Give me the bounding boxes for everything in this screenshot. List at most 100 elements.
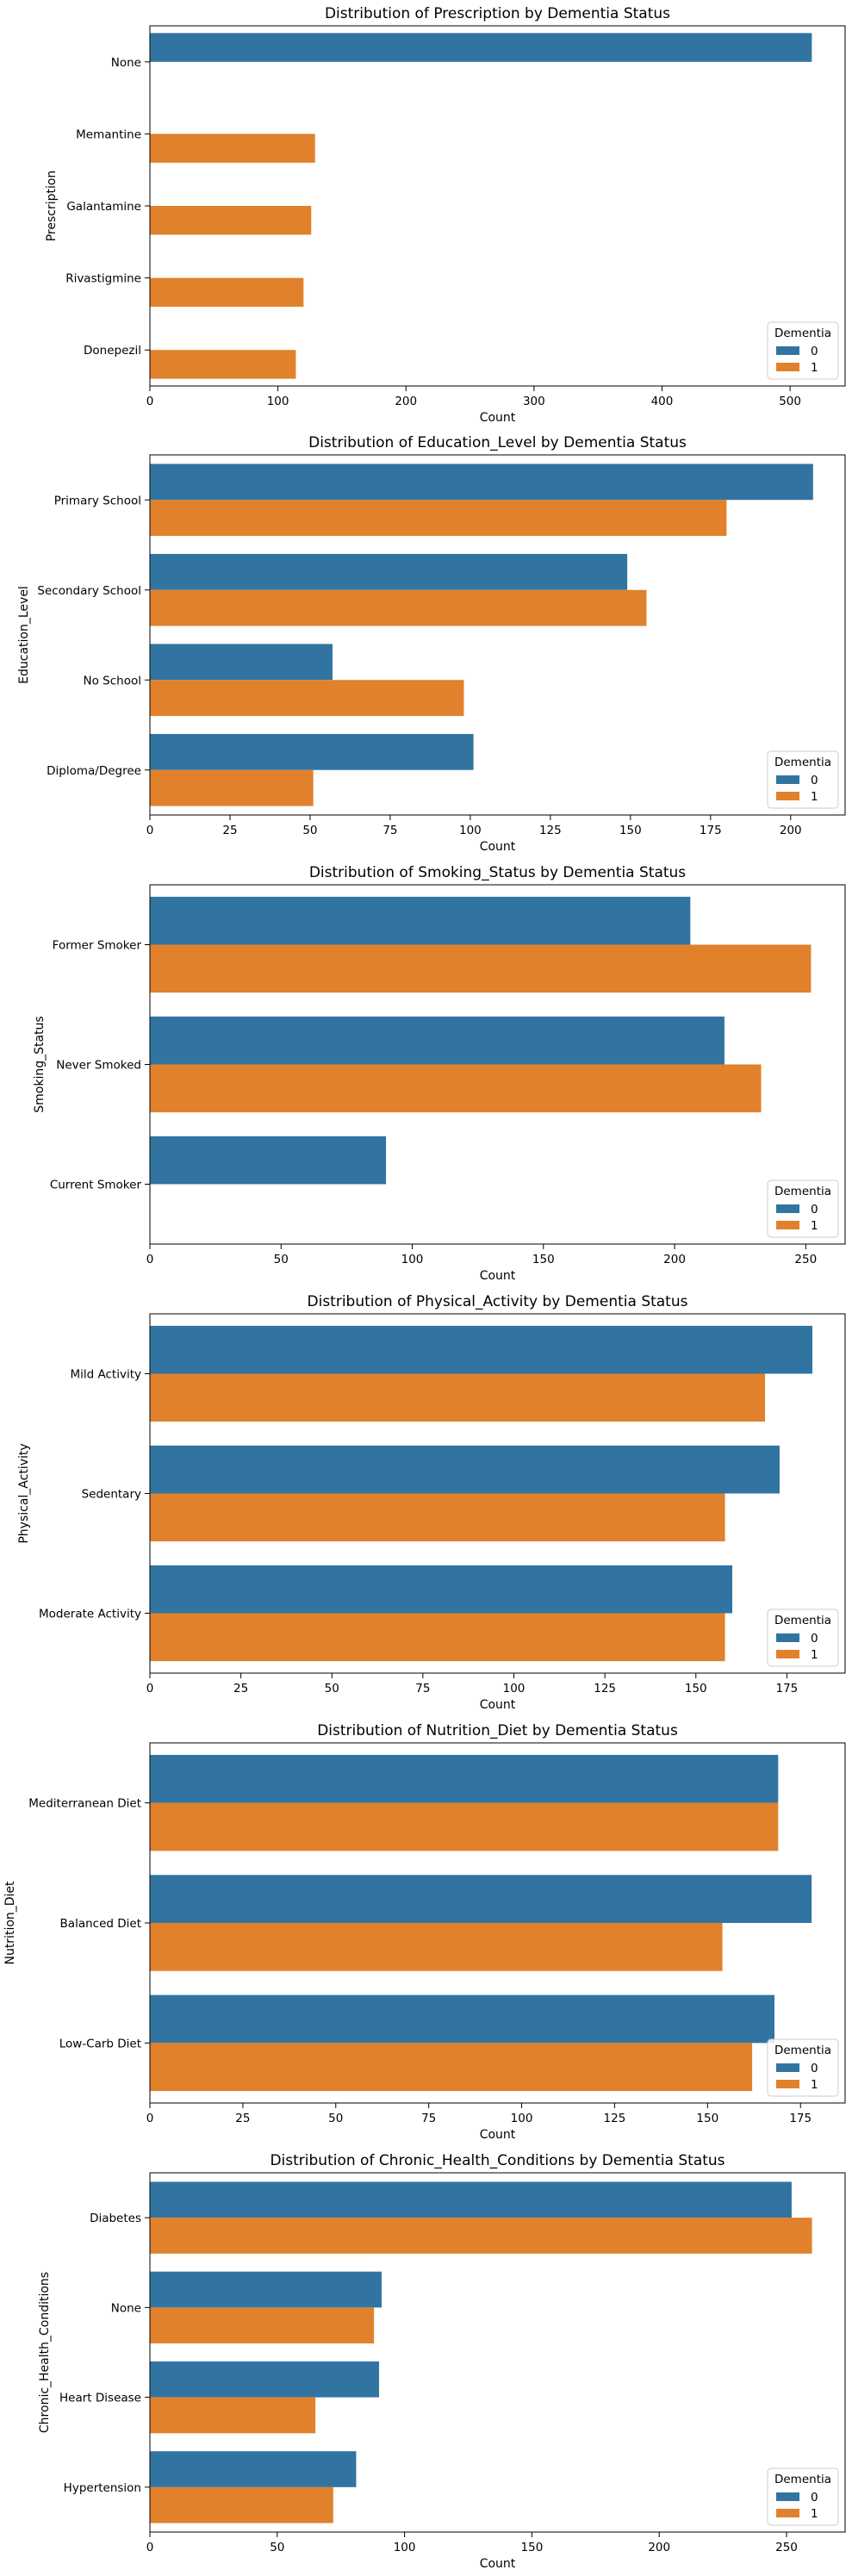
bar-series-0-2 <box>150 2361 380 2398</box>
y-tick-label: None <box>111 2301 141 2315</box>
plot-frame <box>149 2172 846 2533</box>
x-axis-label: Count <box>480 2557 516 2571</box>
x-tick-label: 100 <box>503 1682 526 1696</box>
bar-series-1-0 <box>150 944 812 993</box>
bar-series-1-3 <box>150 769 314 806</box>
x-tick-label: 100 <box>511 2112 533 2125</box>
legend-swatch-1 <box>776 1221 799 1229</box>
bar-series-0-2 <box>150 1565 733 1614</box>
bar-series-0-0 <box>150 1325 812 1374</box>
legend-swatch-1 <box>776 2509 799 2517</box>
x-tick-label: 150 <box>619 824 642 837</box>
legend-title: Dementia <box>774 1614 831 1627</box>
y-axis-label: Chronic_Health_Conditions <box>38 2272 52 2433</box>
y-tick-label: Galantamine <box>66 200 141 214</box>
legend-title: Dementia <box>774 1185 831 1198</box>
plot-frame <box>149 454 846 816</box>
legend-swatch-1 <box>776 792 799 800</box>
bar-series-1-1 <box>150 1923 723 1971</box>
y-tick-label: Mediterranean Diet <box>28 1797 141 1811</box>
x-tick-label: 25 <box>235 2112 250 2125</box>
x-tick-label: 75 <box>421 2112 436 2125</box>
x-tick-label: 175 <box>776 1682 799 1696</box>
legend-title: Dementia <box>774 756 831 769</box>
y-tick-label: Rivastigmine <box>65 272 141 286</box>
x-tick-label: 250 <box>794 1253 817 1266</box>
x-tick-label: 125 <box>594 1682 616 1696</box>
x-axis-label: Count <box>480 840 516 854</box>
x-axis-label: Count <box>480 1269 516 1283</box>
bar-series-0-2 <box>150 1994 775 2044</box>
chart-title: Distribution of Smoking_Status by Dement… <box>309 864 686 881</box>
chart-title: Distribution of Education_Level by Demen… <box>308 434 687 451</box>
bar-series-1-1 <box>150 134 315 163</box>
x-tick-label: 0 <box>146 2112 154 2125</box>
bar-series-0-1 <box>150 1875 812 1923</box>
legend-swatch-1 <box>776 363 799 371</box>
x-tick-label: 0 <box>146 1253 154 1266</box>
x-tick-label: 0 <box>146 824 154 837</box>
legend-swatch-1 <box>776 2080 799 2088</box>
bar-series-1-2 <box>150 2043 753 2092</box>
y-tick-label: Hypertension <box>64 2481 141 2495</box>
x-tick-label: 25 <box>233 1682 248 1696</box>
bar-series-1-3 <box>150 2486 333 2523</box>
y-tick-label: Current Smoker <box>50 1179 142 1192</box>
bar-series-1-1 <box>150 1493 725 1542</box>
y-tick-label: No School <box>84 674 141 688</box>
bar-series-0-0 <box>150 896 691 945</box>
x-axis-label: Count <box>480 1698 516 1712</box>
y-axis-label: Education_Level <box>17 586 31 684</box>
y-tick-label: Diploma/Degree <box>47 764 141 778</box>
y-tick-label: Diabetes <box>90 2212 141 2225</box>
legend-swatch-0 <box>776 1633 799 1642</box>
legend-label: 1 <box>811 361 818 375</box>
legend-swatch-0 <box>776 1204 799 1213</box>
x-tick-label: 200 <box>648 2541 670 2554</box>
x-tick-label: 150 <box>696 2112 718 2125</box>
y-tick-label: Moderate Activity <box>39 1608 141 1621</box>
x-axis-label: Count <box>480 411 516 425</box>
x-tick-label: 50 <box>328 2112 343 2125</box>
x-tick-label: 300 <box>523 395 545 408</box>
legend-label: 1 <box>811 1219 818 1233</box>
x-tick-label: 150 <box>685 1682 707 1696</box>
x-tick-label: 400 <box>651 395 674 408</box>
legend-title: Dementia <box>774 2044 831 2057</box>
bar-series-0-1 <box>150 1016 725 1065</box>
legend-label: 0 <box>811 1632 818 1646</box>
bar-series-1-2 <box>150 680 464 717</box>
legend-label: 1 <box>811 2078 818 2092</box>
bar-series-0-1 <box>150 553 628 590</box>
x-tick-label: 25 <box>222 824 237 837</box>
bar-series-0-0 <box>150 1754 779 1803</box>
x-tick-label: 100 <box>459 824 482 837</box>
y-tick-label: Donepezil <box>84 344 141 358</box>
x-tick-label: 250 <box>775 2541 798 2554</box>
legend-title: Dementia <box>774 2473 831 2486</box>
bar-series-1-1 <box>150 1064 762 1113</box>
chart-title: Distribution of Chronic_Health_Condition… <box>270 2152 725 2169</box>
x-tick-label: 50 <box>274 1253 289 1266</box>
bar-series-1-0 <box>150 500 727 537</box>
bar-series-1-4 <box>150 350 296 379</box>
x-axis-label: Count <box>480 2128 516 2142</box>
y-tick-label: Heart Disease <box>59 2392 141 2405</box>
plot-frame <box>149 1742 846 2104</box>
x-tick-label: 125 <box>604 2112 626 2125</box>
x-tick-label: 100 <box>267 395 289 408</box>
bar-series-0-0 <box>150 464 813 501</box>
bar-series-0-3 <box>150 733 474 770</box>
legend-swatch-0 <box>776 346 799 355</box>
y-tick-label: Balanced Diet <box>60 1917 141 1931</box>
x-tick-label: 200 <box>663 1253 686 1266</box>
y-tick-label: Memantine <box>76 128 141 141</box>
chart-title: Distribution of Prescription by Dementia… <box>325 5 670 22</box>
x-tick-label: 100 <box>394 2541 416 2554</box>
y-tick-label: Secondary School <box>37 584 141 598</box>
x-tick-label: 500 <box>779 395 801 408</box>
bar-series-0-0 <box>150 33 812 62</box>
legend-label: 1 <box>811 1648 818 1662</box>
x-tick-label: 50 <box>270 2541 284 2554</box>
